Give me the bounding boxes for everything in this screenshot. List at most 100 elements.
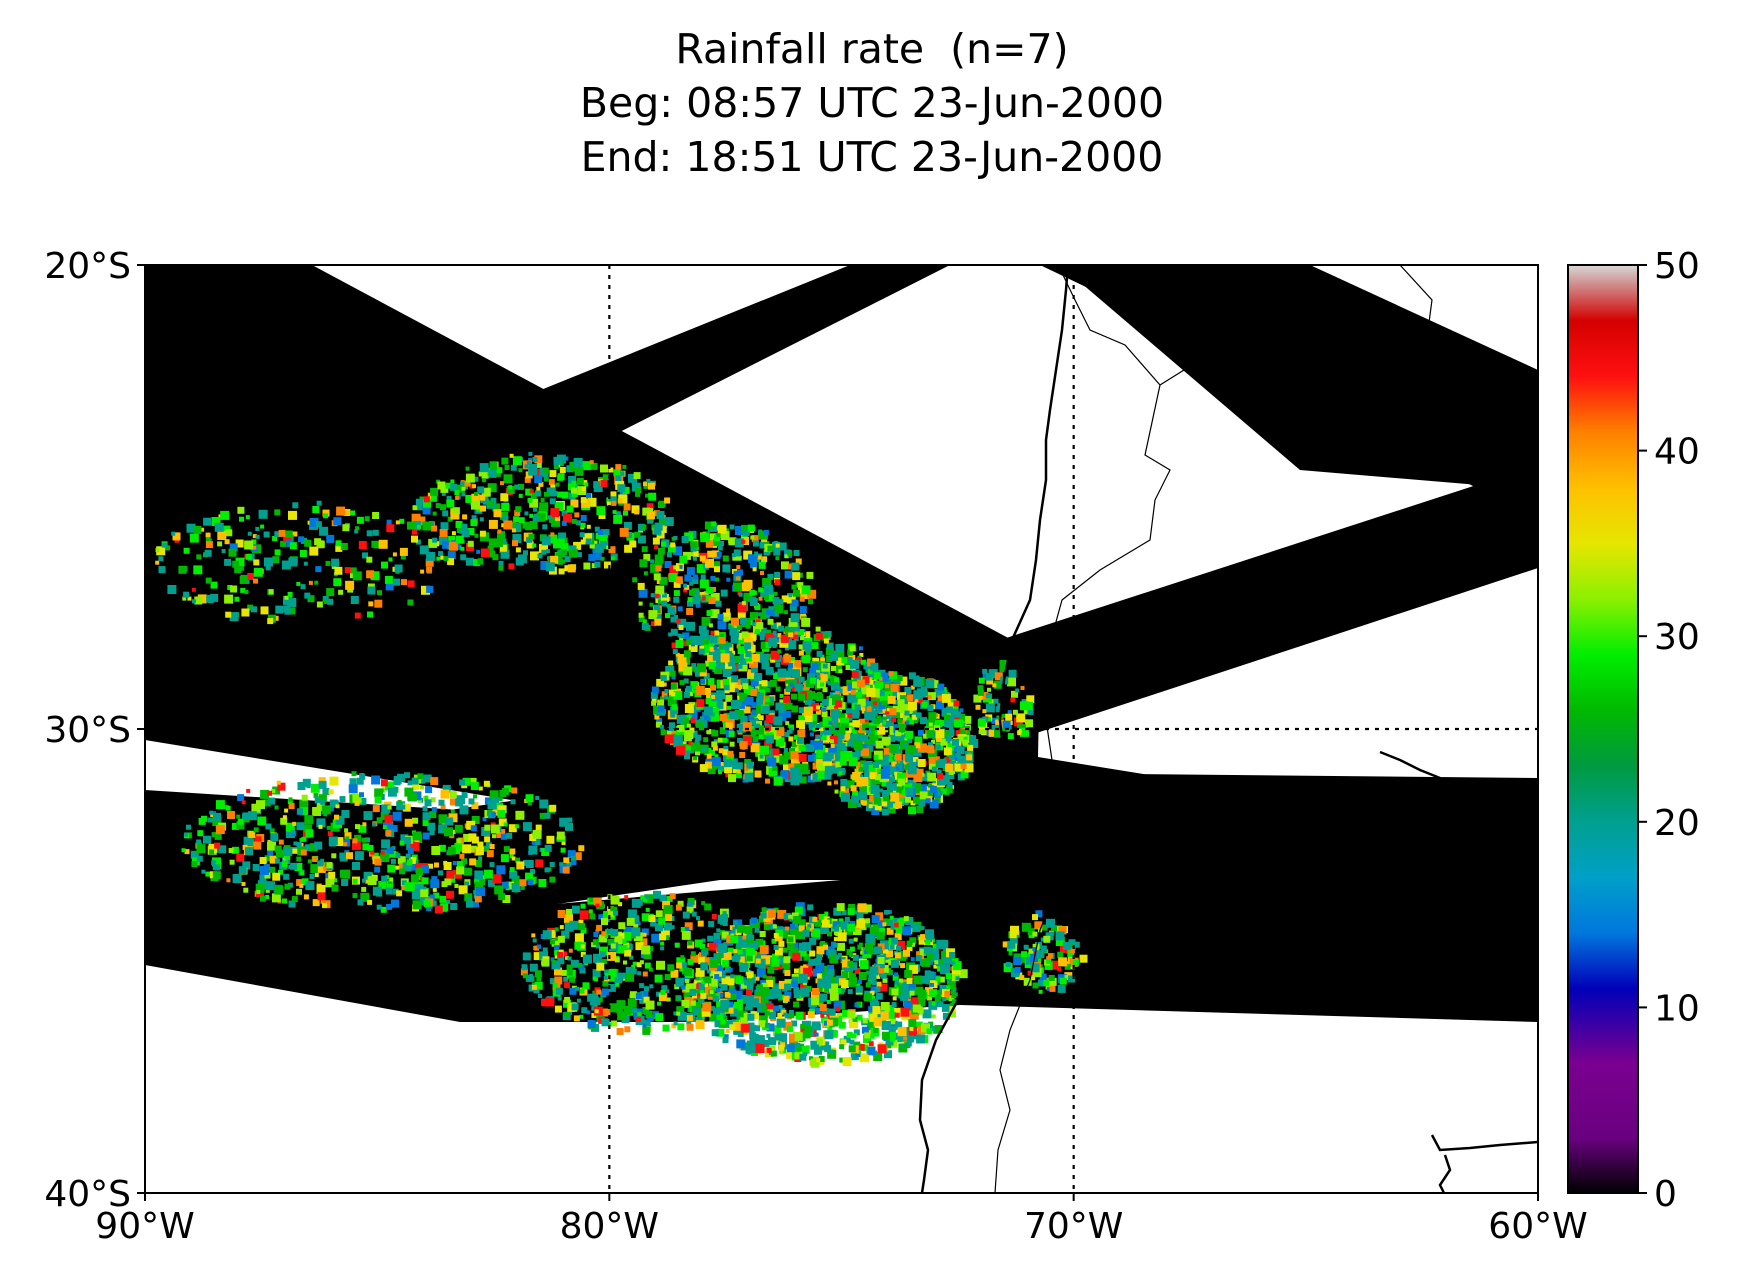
rain-pixel xyxy=(735,762,743,770)
rain-pixel xyxy=(728,659,736,667)
rain-pixel xyxy=(459,853,465,859)
rain-pixel xyxy=(361,837,367,843)
rain-pixel xyxy=(566,964,573,971)
rain-pixel xyxy=(897,699,905,707)
rain-pixel xyxy=(673,580,681,588)
rain-pixel xyxy=(334,814,339,820)
rain-pixel xyxy=(549,804,557,812)
rain-pixel xyxy=(564,922,574,932)
rain-pixel xyxy=(565,955,569,960)
rain-pixel xyxy=(815,709,821,715)
rain-pixel xyxy=(336,506,346,516)
rain-pixel xyxy=(773,716,783,726)
rain-pixel xyxy=(747,1013,755,1021)
rain-pixel xyxy=(433,892,440,899)
rain-pixel xyxy=(256,890,261,894)
rain-pixel xyxy=(783,710,791,718)
rain-pixel xyxy=(859,960,869,970)
rain-pixel xyxy=(328,871,336,879)
rain-pixel xyxy=(676,745,685,755)
rain-pixel xyxy=(881,700,887,706)
rain-pixel xyxy=(593,897,602,906)
rain-pixel xyxy=(363,811,373,821)
rain-pixel xyxy=(721,645,730,654)
rain-pixel xyxy=(650,691,658,699)
rain-pixel xyxy=(632,961,637,966)
rain-pixel xyxy=(557,910,566,918)
rain-pixel xyxy=(327,598,334,605)
rain-pixel xyxy=(376,817,383,824)
rain-pixel xyxy=(383,822,388,828)
rain-pixel xyxy=(920,784,928,792)
rain-pixel xyxy=(561,491,569,499)
rain-pixel xyxy=(798,629,805,635)
rain-pixel xyxy=(704,976,712,984)
rain-pixel xyxy=(850,1052,859,1061)
rain-pixel xyxy=(451,829,456,834)
rain-pixel xyxy=(656,511,665,519)
rain-pixel xyxy=(450,479,455,484)
rain-pixel xyxy=(498,818,507,827)
rain-pixel xyxy=(214,842,221,849)
rain-pixel xyxy=(709,646,715,652)
rain-pixel xyxy=(450,483,458,491)
rain-pixel xyxy=(558,568,565,575)
rain-pixel xyxy=(660,941,665,946)
rain-pixel xyxy=(886,743,891,748)
rain-pixel xyxy=(664,734,674,744)
rain-pixel xyxy=(792,669,800,678)
rain-pixel xyxy=(807,924,812,929)
rain-pixel xyxy=(779,1033,788,1042)
rain-pixel xyxy=(464,480,471,487)
rain-pixel xyxy=(770,650,780,660)
rain-pixel xyxy=(368,601,374,607)
rain-pixel xyxy=(599,951,606,958)
rain-pixel xyxy=(806,571,814,579)
rain-pixel xyxy=(833,979,841,987)
rain-pixel xyxy=(761,556,768,563)
rain-pixel xyxy=(714,566,720,573)
rain-pixel xyxy=(770,670,774,675)
rain-pixel xyxy=(329,776,339,786)
rain-pixel xyxy=(667,696,677,706)
rain-pixel xyxy=(244,540,254,550)
rain-pixel xyxy=(801,617,811,627)
rain-pixel xyxy=(423,499,431,508)
rain-pixel xyxy=(743,550,753,560)
rain-pixel xyxy=(691,577,699,584)
rain-pixel xyxy=(292,821,297,826)
rain-pixel xyxy=(767,909,776,918)
rain-pixel xyxy=(739,693,748,701)
rain-pixel xyxy=(827,753,834,760)
rain-pixel xyxy=(686,638,693,645)
rain-pixel xyxy=(386,847,394,855)
rain-pixel xyxy=(345,580,355,590)
rain-pixel xyxy=(439,529,448,537)
rain-pixel xyxy=(935,976,941,982)
rain-pixel xyxy=(752,540,759,547)
rain-pixel xyxy=(554,976,563,985)
rain-pixel xyxy=(713,739,718,744)
rain-pixel xyxy=(705,761,712,769)
rain-pixel xyxy=(426,566,433,573)
rain-pixel xyxy=(649,984,654,989)
rain-pixel xyxy=(788,593,793,598)
rain-pixel xyxy=(798,693,806,701)
rain-pixel xyxy=(840,921,849,930)
rain-pixel xyxy=(900,963,906,969)
rain-pixel xyxy=(917,759,926,767)
rain-pixel xyxy=(277,782,286,791)
rain-pixel xyxy=(690,730,698,738)
rain-pixel xyxy=(580,927,587,934)
rain-pixel xyxy=(487,800,497,810)
rain-pixel xyxy=(689,581,694,586)
rain-pixel xyxy=(823,734,832,743)
rain-pixel xyxy=(849,1039,855,1045)
rain-pixel xyxy=(232,560,240,568)
rain-pixel xyxy=(770,730,780,740)
rain-pixel xyxy=(564,565,571,572)
rain-pixel xyxy=(713,646,718,651)
rain-pixel xyxy=(548,479,555,486)
rain-pixel xyxy=(721,970,726,975)
rain-pixel xyxy=(267,849,274,856)
